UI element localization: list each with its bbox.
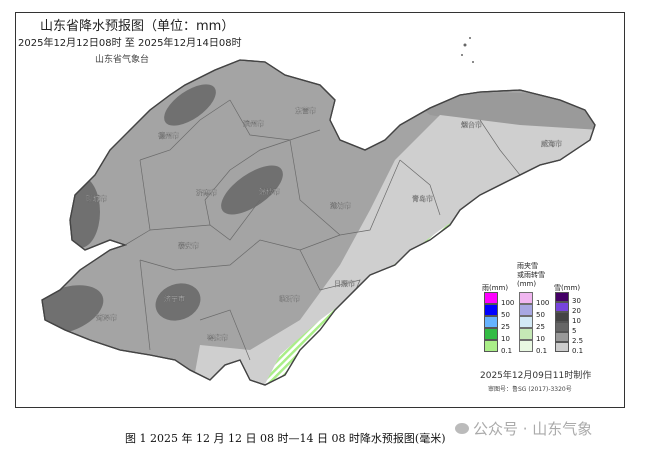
legend-level: 10 [572,317,581,325]
city-label: 威海市 [541,139,562,148]
legend-swatch-rain [484,292,498,304]
islands [461,37,474,63]
legend-swatch-rain [484,340,498,352]
zone-snow-5-jining [155,283,201,321]
city-boundaries [124,99,521,361]
legend-swatch-snow [555,292,569,302]
city-label: 临沂市 [279,294,300,303]
audit-number: 审图号：鲁SG (2017)-3320号 [488,386,572,393]
city-label: 日照市 [334,279,355,288]
legend-swatch-mixed [519,340,533,352]
legend-swatch-snow [555,342,569,352]
legend-swatch-rain [484,328,498,340]
legend-mixed-title-line: 或雨转雪 [517,271,545,279]
city-label: 聊城市 [86,194,107,203]
legend-swatch-snow [555,302,569,312]
city-label: 滨州市 [243,119,264,128]
watermark-text: 公众号 · 山东气象 [473,420,593,438]
legend-level: 50 [501,311,510,319]
city-label: 东营市 [295,106,316,115]
issuer: 山东省气象台 [95,55,150,65]
city-label: 济南市 [196,188,217,197]
city-label: 泰安市 [178,241,199,250]
legend-level: 0.1 [536,347,548,355]
city-label: 青岛市 [412,194,433,203]
legend-level: 20 [572,307,581,315]
city-label: 烟台市 [461,120,482,129]
legend-level: 5 [572,327,577,335]
city-label: 德州市 [158,131,179,140]
city-label: 济宁市 [164,294,185,303]
map-title: 山东省降水预报图（单位：mm） [40,19,235,34]
city-labels: 德州市 滨州市 东营市 聊城市 济南市 淄博市 潍坊市 泰安市 菏泽市 济宁市 … [86,106,562,342]
legend-level: 100 [536,299,550,307]
legend-swatch-mixed [519,316,533,328]
legend-level: 50 [536,311,545,319]
legend-swatch-rain [484,304,498,316]
city-label: 枣庄市 [207,333,228,342]
legend-swatch-rain [484,316,498,328]
figure-caption: 图 1 2025 年 12 月 12 日 08 时—14 日 08 时降水预报图… [125,432,446,445]
city-label: 淄博市 [259,187,280,196]
zone-snow-5-zibo [221,165,283,215]
watermark: 公众号 · 山东气象 [455,418,592,439]
legend-snow-title: 雪(mm) [554,284,581,292]
legend-swatch-mixed [519,304,533,316]
map-frame [15,12,625,408]
legend-level: 30 [572,297,581,305]
legend-swatch-snow [555,312,569,322]
legend-level: 10 [536,335,545,343]
legend-level: 0.1 [572,347,584,355]
legend-swatch-snow [555,322,569,332]
forecast-period: 2025年12月12日08时 至 2025年12月14日08时 [18,38,242,49]
legend-level: 25 [501,323,510,331]
legend-swatch-mixed [519,292,533,304]
zone-snow-5-liaocheng [60,176,100,248]
made-time: 2025年12月09日11时制作 [480,371,592,381]
legend-level: 2.5 [572,337,584,345]
legend-swatch-mixed [519,328,533,340]
legend-level: 10 [501,335,510,343]
legend-level: 100 [501,299,515,307]
legend-level: 25 [536,323,545,331]
legend-rain-title: 雨(mm) [482,284,509,292]
legend-swatch-snow [555,332,569,342]
zone-snow-5-north [164,84,216,126]
wechat-icon [455,423,469,434]
legend-mixed-title-line: (mm) [517,280,537,288]
legend-mixed-title-line: 雨夹雪 [517,262,538,270]
legend-mixed-title: 雨夹雪 或雨转雪 (mm) [517,262,545,289]
city-label: 潍坊市 [330,201,351,210]
legend-level: 0.1 [501,347,513,355]
city-label: 菏泽市 [96,313,117,322]
